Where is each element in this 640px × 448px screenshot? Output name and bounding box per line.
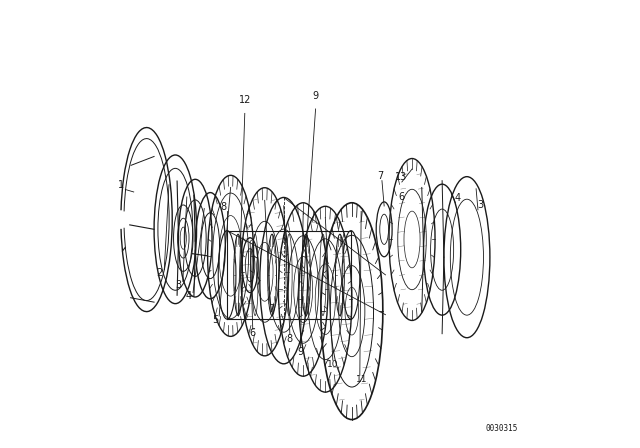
Text: 7: 7 <box>378 171 384 181</box>
Text: 2: 2 <box>157 267 163 278</box>
Text: 4: 4 <box>455 194 461 203</box>
Text: 13: 13 <box>395 172 407 182</box>
Text: 6: 6 <box>250 328 256 338</box>
Text: 1: 1 <box>118 180 124 190</box>
Text: 9: 9 <box>312 90 319 101</box>
Text: 7: 7 <box>268 304 275 314</box>
Text: 9: 9 <box>298 347 303 358</box>
Text: 0030315: 0030315 <box>486 424 518 433</box>
Text: 3: 3 <box>176 280 182 289</box>
Text: 5: 5 <box>212 315 219 325</box>
Text: 6: 6 <box>398 192 404 202</box>
Text: 8: 8 <box>221 202 227 212</box>
Text: 11: 11 <box>356 375 367 384</box>
Text: 3: 3 <box>477 200 484 211</box>
Text: 8: 8 <box>287 334 293 344</box>
Text: 10: 10 <box>327 360 339 369</box>
Text: 4: 4 <box>186 291 192 301</box>
Text: 12: 12 <box>239 95 251 105</box>
